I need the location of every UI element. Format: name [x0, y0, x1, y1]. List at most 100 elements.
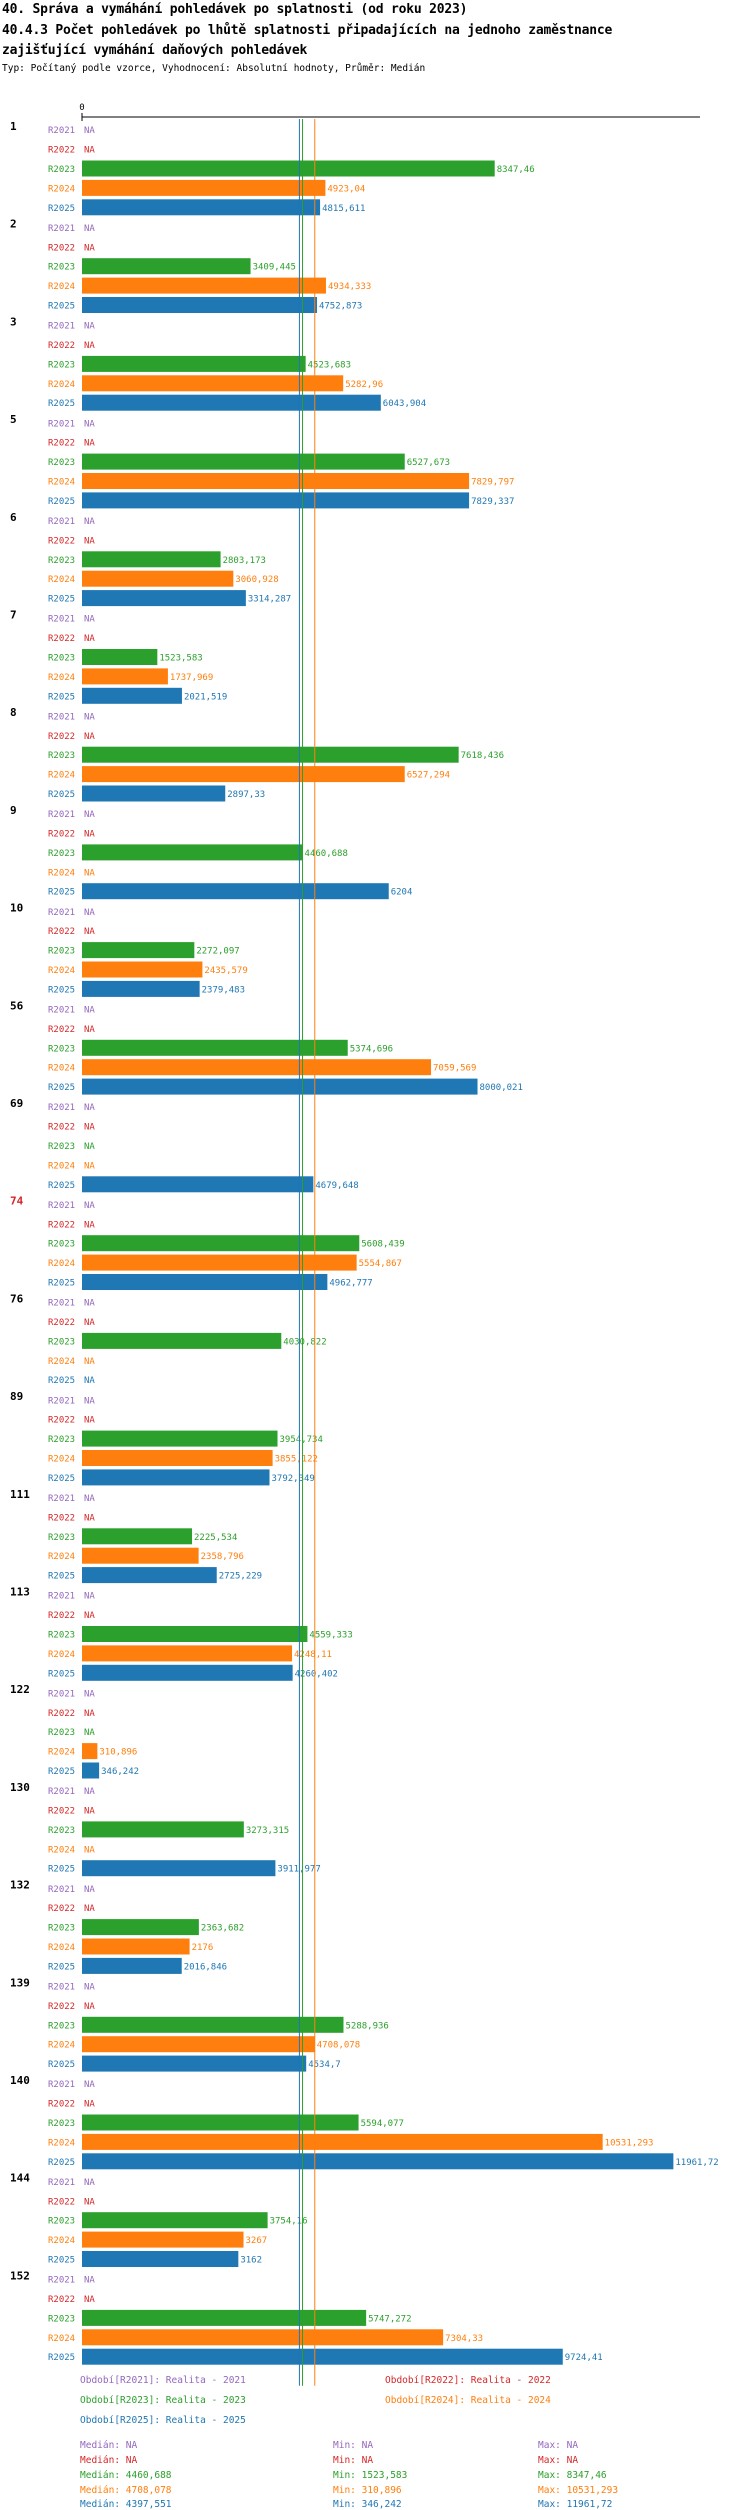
stat-min-r2025: Min: 346,242 [333, 2499, 402, 2510]
bar-value-label: 4248,11 [294, 1650, 332, 1660]
series-row-label: R2024 [48, 1943, 75, 1953]
bar [82, 883, 389, 900]
series-row-label: R2022 [48, 1904, 75, 1914]
series-row-label: R2025 [48, 1767, 75, 1777]
stat-median-r2021: Medián: NA [80, 2440, 138, 2451]
stat-max-r2023: Max: 8347,46 [538, 2470, 607, 2481]
bar [82, 394, 381, 411]
series-row-label: R2025 [48, 595, 75, 605]
series-row-label: R2022 [48, 1709, 75, 1719]
bar [82, 1919, 199, 1936]
bar [82, 1528, 193, 1545]
group-label: 140 [10, 2074, 30, 2087]
series-row-label: R2021 [48, 810, 75, 820]
bar-value-label: 7829,337 [471, 497, 514, 507]
bar-na-label: NA [84, 1728, 95, 1738]
series-row-label: R2024 [48, 1064, 75, 1074]
bar-na-label: NA [84, 927, 95, 937]
stat-min-r2024: Min: 310,896 [333, 2485, 402, 2496]
stat-max-r2021: Max: NA [538, 2440, 579, 2451]
bar-na-label: NA [84, 2295, 95, 2305]
bar-na-label: NA [84, 536, 95, 546]
series-row-label: R2025 [48, 1181, 75, 1191]
series-row-label: R2024 [48, 1748, 75, 1758]
bar [82, 551, 221, 568]
series-row-label: R2023 [48, 556, 75, 566]
bar [82, 297, 317, 313]
bar [82, 844, 303, 861]
bar-na-label: NA [84, 1376, 95, 1386]
legend-r2024: Období[R2024]: Realita - 2024 [385, 2395, 551, 2406]
bar-value-label: 2272,097 [196, 947, 239, 957]
bar-na-label: NA [84, 830, 95, 840]
bar-value-label: 4708,078 [317, 2041, 360, 2051]
legend-r2021: Období[R2021]: Realita - 2021 [80, 2375, 246, 2386]
bar-na-label: NA [84, 1299, 95, 1309]
bar [82, 2329, 444, 2346]
bar-value-label: 3954,734 [280, 1435, 323, 1445]
series-row-label: R2025 [48, 399, 75, 409]
bar [82, 179, 326, 196]
stat-max-r2024: Max: 10531,293 [538, 2485, 619, 2496]
series-row-label: R2025 [48, 2256, 75, 2266]
bar-value-label: 4815,611 [322, 204, 365, 214]
series-row-label: R2022 [48, 927, 75, 937]
series-row-label: R2023 [48, 2314, 75, 2324]
series-row-label: R2025 [48, 692, 75, 702]
bar [82, 590, 246, 607]
bar-na-label: NA [84, 868, 95, 878]
group-label: 5 [10, 413, 17, 426]
bar-na-label: NA [84, 615, 95, 625]
series-row-label: R2021 [48, 224, 75, 234]
bar [82, 2114, 359, 2131]
bar-value-label: 4460,688 [305, 849, 348, 859]
bar-na-label: NA [84, 908, 95, 918]
bar-value-label: 1737,969 [170, 673, 213, 683]
bar-value-label: 4030,822 [283, 1337, 326, 1347]
group-label: 132 [10, 1879, 30, 1892]
series-row-label: R2021 [48, 322, 75, 332]
bar-value-label: 8000,021 [480, 1083, 523, 1093]
series-row-label: R2023 [48, 165, 75, 175]
bar-na-label: NA [84, 243, 95, 253]
series-row-label: R2021 [48, 1689, 75, 1699]
series-row-label: R2025 [48, 1083, 75, 1093]
series-row-label: R2025 [48, 790, 75, 800]
bar-value-label: 8347,46 [497, 165, 535, 175]
bar-na-label: NA [84, 2080, 95, 2090]
series-row-label: R2024 [48, 1259, 75, 1269]
group-label: 122 [10, 1683, 30, 1696]
series-row-label: R2022 [48, 1807, 75, 1817]
series-row-label: R2024 [48, 1650, 75, 1660]
bar [82, 1254, 357, 1271]
bar-na-label: NA [84, 517, 95, 527]
bar [82, 1450, 273, 1466]
bar-na-label: NA [84, 1513, 95, 1523]
bar [82, 1762, 100, 1779]
bar [82, 1664, 293, 1681]
bar-value-label: 11961,72 [675, 2158, 718, 2168]
group-label: 1 [10, 120, 17, 133]
bar [82, 2133, 603, 2150]
series-row-label: R2023 [48, 1533, 75, 1543]
series-row-label: R2025 [48, 1376, 75, 1386]
bar-na-label: NA [84, 810, 95, 820]
chart-subtitle: Typ: Počítaný podle vzorce, Vyhodnocení:… [2, 63, 426, 74]
bar-na-label: NA [84, 732, 95, 742]
bar-value-label: 2176 [192, 1943, 214, 1953]
group-label: 9 [10, 804, 17, 817]
series-row-label: R2024 [48, 1357, 75, 1367]
bar-value-label: 2363,682 [201, 1924, 244, 1934]
series-row-label: R2023 [48, 263, 75, 273]
bar [82, 1567, 217, 1584]
bar [82, 492, 470, 509]
bar-na-label: NA [84, 1318, 95, 1328]
bar-value-label: 9724,41 [565, 2353, 603, 2363]
bar-na-label: NA [84, 1396, 95, 1406]
bar [82, 355, 306, 372]
bar [82, 473, 470, 489]
bar-value-label: 2803,173 [223, 556, 266, 566]
bar [82, 1469, 270, 1486]
group-label: 130 [10, 1781, 30, 1794]
